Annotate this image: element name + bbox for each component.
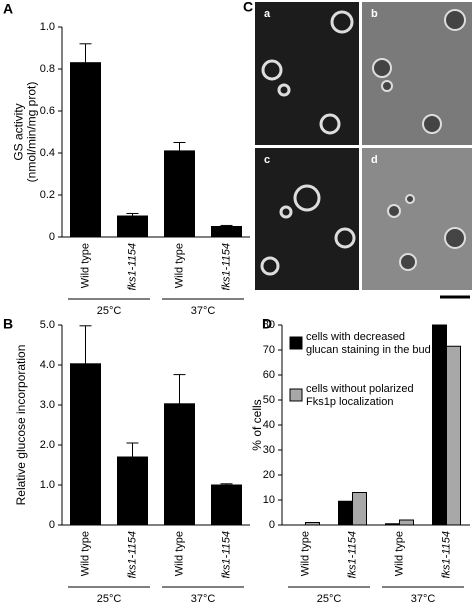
y-tick-label: 40 — [263, 419, 275, 431]
micrograph-a — [255, 2, 359, 145]
y-tick-label: 30 — [263, 444, 275, 456]
panel-letter: A — [3, 1, 13, 17]
y-tick-label: 1.0 — [40, 479, 55, 491]
y-axis-label: % of cells — [250, 399, 264, 450]
y-tick-label: 4.0 — [40, 359, 55, 371]
y-tick-label: 2.0 — [40, 439, 55, 451]
micrograph-c — [255, 148, 359, 290]
micrograph-panel: a b c d C — [243, 0, 472, 299]
group-label: 25°C — [97, 305, 122, 317]
x-tick-label: Wild type — [79, 243, 91, 288]
y-axis-label: GS activity — [12, 103, 26, 160]
bar — [338, 500, 353, 526]
group-label: 25°C — [97, 593, 122, 605]
y-tick-label: 20 — [263, 469, 275, 481]
x-tick-label: Wild type — [299, 531, 311, 576]
y-tick-label: 60 — [263, 369, 275, 381]
x-tick-label: Wild type — [173, 531, 185, 576]
bar — [352, 492, 367, 526]
legend-swatch — [289, 336, 303, 350]
group-label: 37°C — [191, 593, 216, 605]
micrograph-label: b — [371, 8, 378, 20]
y-tick-label: 80 — [263, 319, 275, 331]
panel-letter: C — [243, 0, 253, 15]
bar — [446, 345, 461, 526]
bar — [385, 523, 400, 526]
y-tick-label: 0 — [269, 519, 275, 531]
y-tick-label: 0.6 — [40, 105, 55, 117]
x-tick-label: fks1-1154 — [126, 531, 138, 579]
legend-label: cells without polarized Fks1p localizati… — [306, 383, 414, 408]
y-tick-label: 0.2 — [40, 189, 55, 201]
x-tick-label: Wild type — [79, 531, 91, 576]
bar — [117, 215, 148, 238]
bar — [164, 403, 195, 526]
y-tick-label: 0 — [49, 519, 55, 531]
group-label: 25°C — [317, 593, 342, 605]
bar — [305, 522, 320, 526]
y-tick-label: 70 — [263, 344, 275, 356]
micrograph-d — [362, 148, 472, 290]
x-tick-label: fks1-1154 — [220, 531, 232, 579]
micrograph-label: d — [371, 154, 378, 166]
panel-letter: B — [3, 316, 13, 332]
bar — [70, 62, 101, 238]
y-tick-label: 0.8 — [40, 63, 55, 75]
x-tick-label: fks1-1154 — [220, 243, 232, 291]
group-label: 37°C — [411, 593, 436, 605]
bar — [117, 456, 148, 526]
micrograph-label: a — [264, 8, 271, 20]
legend-swatch — [289, 388, 303, 402]
x-tick-label: fks1-1154 — [440, 531, 452, 579]
x-tick-label: fks1-1154 — [346, 531, 358, 579]
cells-fluorescence — [260, 10, 356, 276]
x-tick-label: fks1-1154 — [126, 243, 138, 291]
legend-entry: cells without polarized Fks1p localizati… — [306, 383, 414, 408]
panel-letter: D — [262, 316, 272, 332]
legend-label: cells with decreased glucan staining in … — [306, 331, 431, 356]
cells-phase — [372, 9, 466, 271]
x-tick-label: Wild type — [173, 243, 185, 288]
bar — [211, 226, 242, 238]
y-axis-label: Relative glucose incorporation — [14, 345, 28, 506]
bar — [211, 484, 242, 526]
y-tick-label: 5.0 — [40, 319, 55, 331]
y-tick-label: 1.0 — [40, 21, 55, 33]
legend-entry: cells with decreased glucan staining in … — [306, 331, 431, 356]
bar — [164, 150, 195, 238]
y-axis-label: (nmol/min/mg prot) — [25, 82, 39, 183]
y-tick-label: 3.0 — [40, 399, 55, 411]
group-label: 37°C — [191, 305, 216, 317]
y-tick-label: 10 — [263, 494, 275, 506]
y-tick-label: 0 — [49, 231, 55, 243]
x-tick-label: Wild type — [393, 531, 405, 576]
bar — [70, 363, 101, 526]
y-tick-label: 50 — [263, 394, 275, 406]
bar — [399, 519, 414, 526]
micrograph-label: c — [264, 154, 270, 166]
y-tick-label: 0.4 — [40, 147, 55, 159]
